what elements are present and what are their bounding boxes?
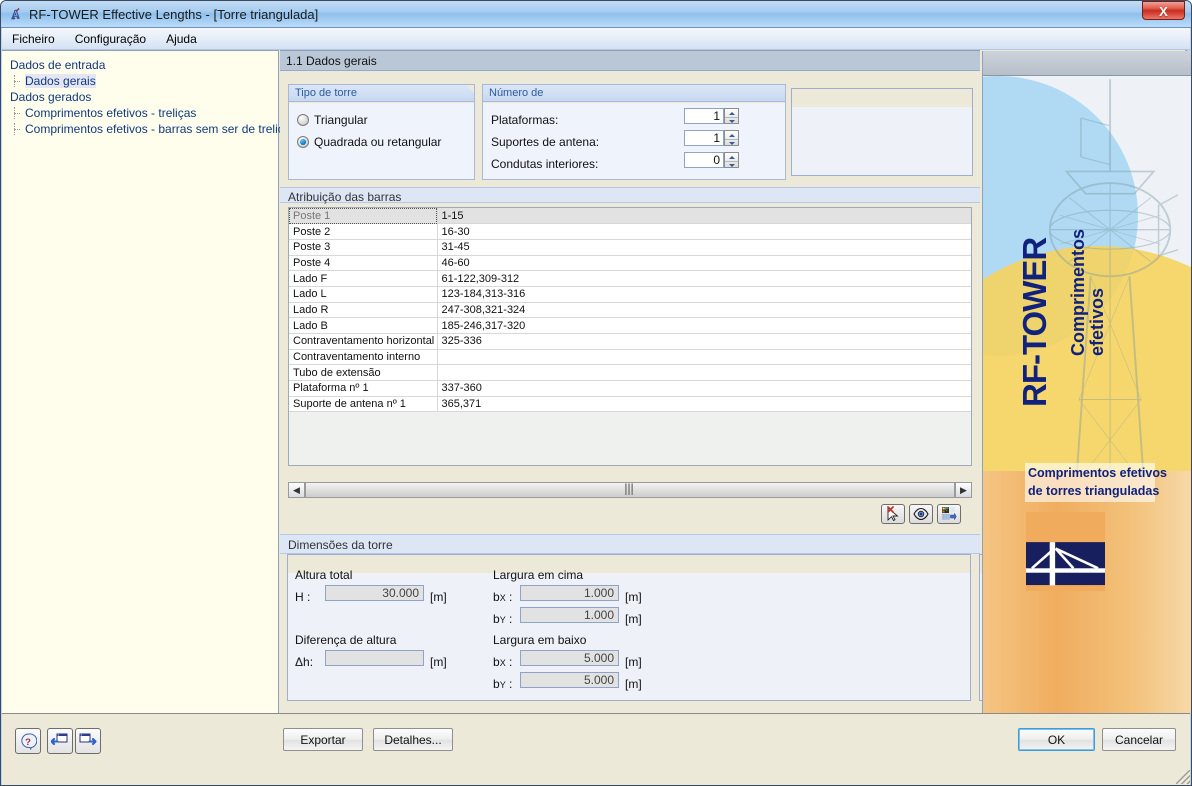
svg-text:?: ? — [25, 737, 31, 748]
